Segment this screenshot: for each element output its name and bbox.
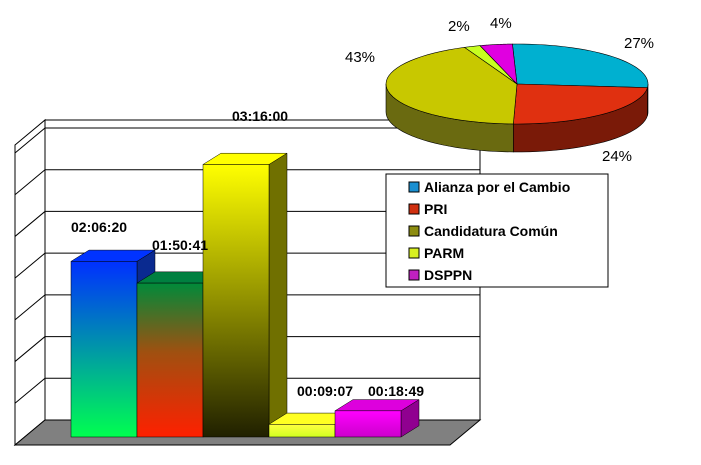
pie-chart — [385, 43, 649, 153]
legend-label: Alianza por el Cambio — [424, 179, 570, 195]
bar-data-label: 02:06:20 — [71, 219, 127, 235]
legend-swatch — [408, 247, 420, 259]
gridline-side — [14, 169, 46, 196]
pie-value-label: 27% — [624, 35, 654, 52]
pie-slice-dsppn — [479, 43, 518, 85]
pie-value-label: 24% — [602, 148, 632, 165]
gridline-side — [14, 294, 46, 321]
legend-swatch — [408, 225, 420, 237]
gridline-side — [14, 211, 46, 237]
legend-label: PARM — [424, 245, 464, 261]
legend-box — [385, 173, 609, 288]
pie-slice-alianza-por-el-cambio — [512, 43, 649, 88]
legend-swatch — [408, 269, 420, 281]
legend-swatch — [408, 203, 420, 215]
legend-label: Candidatura Común — [424, 223, 558, 239]
bar-data-labels: 02:06:20 01:50:41 03:16:00 00:09:07 00:18:49 — [71, 108, 424, 399]
pie-value-labels: 27% 24% 43% 2% 4% — [345, 15, 654, 165]
pie-slice-pri — [513, 83, 648, 125]
gridline-side — [14, 127, 46, 154]
legend: Alianza por el Cambio PRI Candidatura Comú… — [385, 173, 609, 288]
bar-data-label: 01:50:41 — [152, 237, 208, 253]
bar-candidatura-com-n — [202, 152, 288, 438]
pie-slice-candidatura-com-n — [385, 47, 518, 125]
pie-value-label: 43% — [345, 49, 375, 66]
legend-swatch — [408, 181, 420, 193]
bar-dsppn — [334, 399, 420, 438]
bar-data-label: 03:16:00 — [232, 108, 288, 124]
bar-data-label: 00:09:07 — [297, 383, 353, 399]
gridline-side — [14, 336, 46, 362]
bar-data-label: 00:18:49 — [368, 383, 424, 399]
bar-series — [70, 152, 420, 438]
gridline-side — [14, 252, 46, 279]
pie-value-label: 2% — [448, 18, 470, 35]
pie-value-label: 4% — [490, 15, 512, 32]
legend-label: PRI — [424, 201, 447, 217]
gridline-side — [14, 377, 46, 404]
pie-slice-parm — [463, 45, 518, 85]
legend-label: DSPPN — [424, 267, 472, 283]
